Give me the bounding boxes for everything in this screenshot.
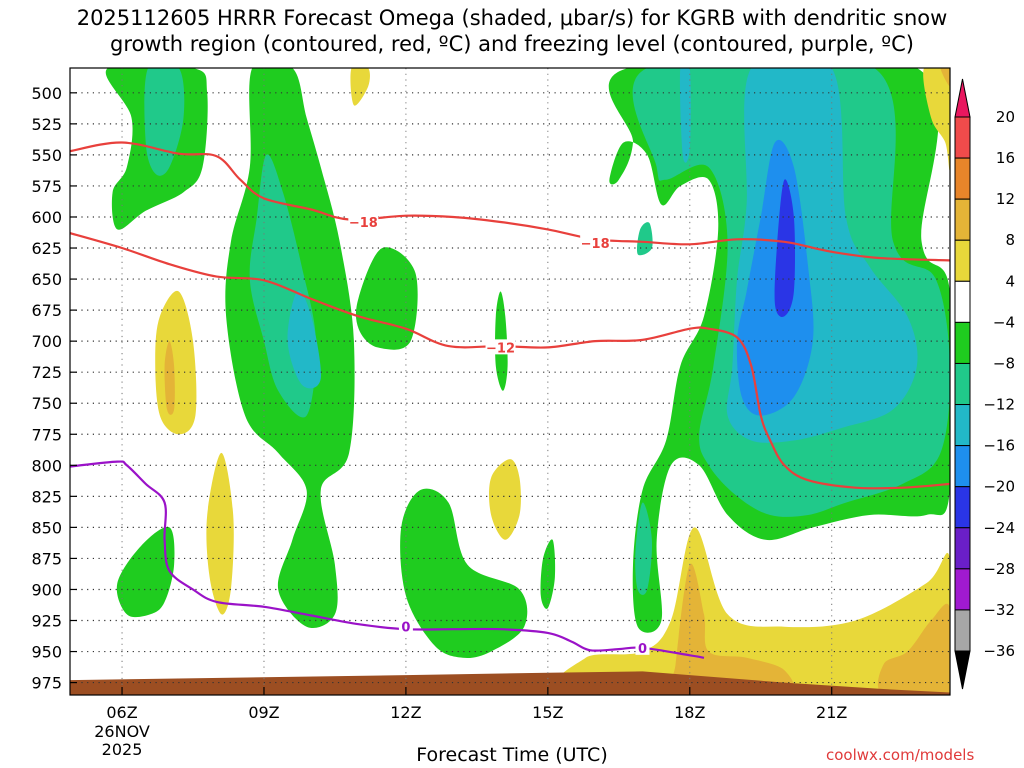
plot-frame [69,67,951,696]
colorbar-label-10: −24 [983,519,1015,537]
x-tick-label-06Z: 06Z [106,703,137,722]
contour-label-4: 0 [638,642,647,657]
y-tick-label-750: 750 [31,394,62,413]
omega-region-yellow-1410 [488,459,521,540]
credit-text: coolwx.com/models [826,746,975,764]
y-tick-label-525: 525 [31,115,62,134]
colorbar-swatch-8 [954,445,971,488]
colorbar-label-1: 16 [996,149,1015,167]
contour-label-1: −18 [581,237,610,252]
omega-region-orange-1900 [667,563,795,695]
y-tick-label-650: 650 [31,270,62,289]
y-tick-label-575: 575 [31,177,62,196]
colorbar-label-8: −16 [983,437,1015,455]
colorbar-swatch-0 [954,116,971,159]
contour-label-bg-1 [580,235,611,251]
omega-region-green-1130 [355,247,418,350]
y-tick-label-975: 975 [31,674,62,693]
omega-region-green-1510 [540,539,556,609]
chart-title-line1: 2025112605 HRRR Forecast Omega (shaded, … [76,6,948,30]
y-tick-label-950: 950 [31,643,62,662]
y-tick-label-600: 600 [31,208,62,227]
y-tick-label-675: 675 [31,301,62,320]
x-tick-year: 2025 [102,740,143,759]
colorbar-swatch-7 [954,404,971,447]
omega-region-orange-0700 [164,341,175,415]
colorbar-label-7: −12 [983,396,1015,414]
colorbar-swatch-10 [954,527,971,570]
x-tick-label-21Z: 21Z [816,703,847,722]
chart-title-line2: growth region (contoured, red, ºC) and f… [110,32,914,56]
colorbar-swatch-12 [954,609,971,652]
colorbar-swatch-2 [954,198,971,241]
contour-label-bg-0 [348,213,379,229]
colorbar-label-9: −20 [983,478,1015,496]
omega-region-yellow-1100 [350,68,370,106]
colorbar-swatch-5 [954,321,971,364]
colorbar-top-arrow [954,78,971,118]
y-tick-label-775: 775 [31,425,62,444]
colorbar-swatch-3 [954,239,971,282]
colorbar-label-6: −8 [993,354,1015,372]
contour-label-bg-3 [398,618,413,634]
colorbar-label-12: −32 [983,601,1015,619]
x-tick-date: 26NOV [94,722,150,741]
omega-region-yellow-1900 [556,527,950,695]
freezing-level-contour [70,460,705,659]
dgz-contour-2 [70,232,950,490]
omega-region-cyan-2000 [679,68,691,163]
colorbar-swatch-6 [954,362,971,406]
colorbar-label-13: −36 [983,642,1015,660]
omega-region-yellow-0700 [155,290,197,435]
colorbar-bottom-arrow [954,650,971,690]
omega-region-green-1230 [400,488,528,659]
colorbar-swatch-9 [954,486,971,529]
y-tick-label-925: 925 [31,612,62,631]
colorbar-swatch-11 [954,568,971,611]
x-tick-label-18Z: 18Z [674,703,705,722]
omega-region-orange-2330 [940,68,950,87]
contour-label-bg-4 [635,639,650,655]
y-tick-label-800: 800 [31,456,62,475]
omega-region-teal-1720 [636,222,653,256]
colorbar-label-5: −4 [993,313,1015,331]
y-tick-label-825: 825 [31,487,62,506]
contour-label-0: −18 [349,216,378,231]
contour-label-3: 0 [401,621,410,636]
contour-label-2: −12 [486,341,515,356]
ground-surface [70,671,950,695]
omega-region-orange-2320 [877,603,950,695]
colorbar-label-0: 20 [996,108,1015,126]
colorbar-label-3: 8 [1005,231,1015,249]
y-tick-label-875: 875 [31,549,62,568]
y-tick-label-625: 625 [31,239,62,258]
y-tick-label-500: 500 [31,84,62,103]
colorbar-swatch-4 [954,280,971,323]
y-tick-label-550: 550 [31,146,62,165]
x-axis-label: Forecast Time (UTC) [416,744,608,766]
omega-region-teal-1730 [635,502,653,595]
omega-region-green-0630 [116,526,175,618]
omega-region-darkblue-2000 [774,179,796,318]
omega-region-yellow-0810 [206,452,234,615]
y-tick-label-700: 700 [31,332,62,351]
omega-region-yellow-2300 [923,68,950,171]
omega-region-cyan-0950 [287,290,322,389]
dgz-contour-0 [70,141,950,262]
contour-label-bg-2 [485,339,516,355]
y-tick-label-725: 725 [31,363,62,382]
y-tick-label-850: 850 [31,518,62,537]
colorbar-label-2: 12 [996,190,1015,208]
x-tick-label-15Z: 15Z [532,703,563,722]
x-tick-label-09Z: 09Z [248,703,279,722]
colorbar-swatch-1 [954,157,971,200]
colorbar-label-4: 4 [1005,272,1015,290]
y-tick-label-900: 900 [31,580,62,599]
colorbar-label-11: −28 [983,560,1015,578]
x-tick-label-12Z: 12Z [390,703,421,722]
